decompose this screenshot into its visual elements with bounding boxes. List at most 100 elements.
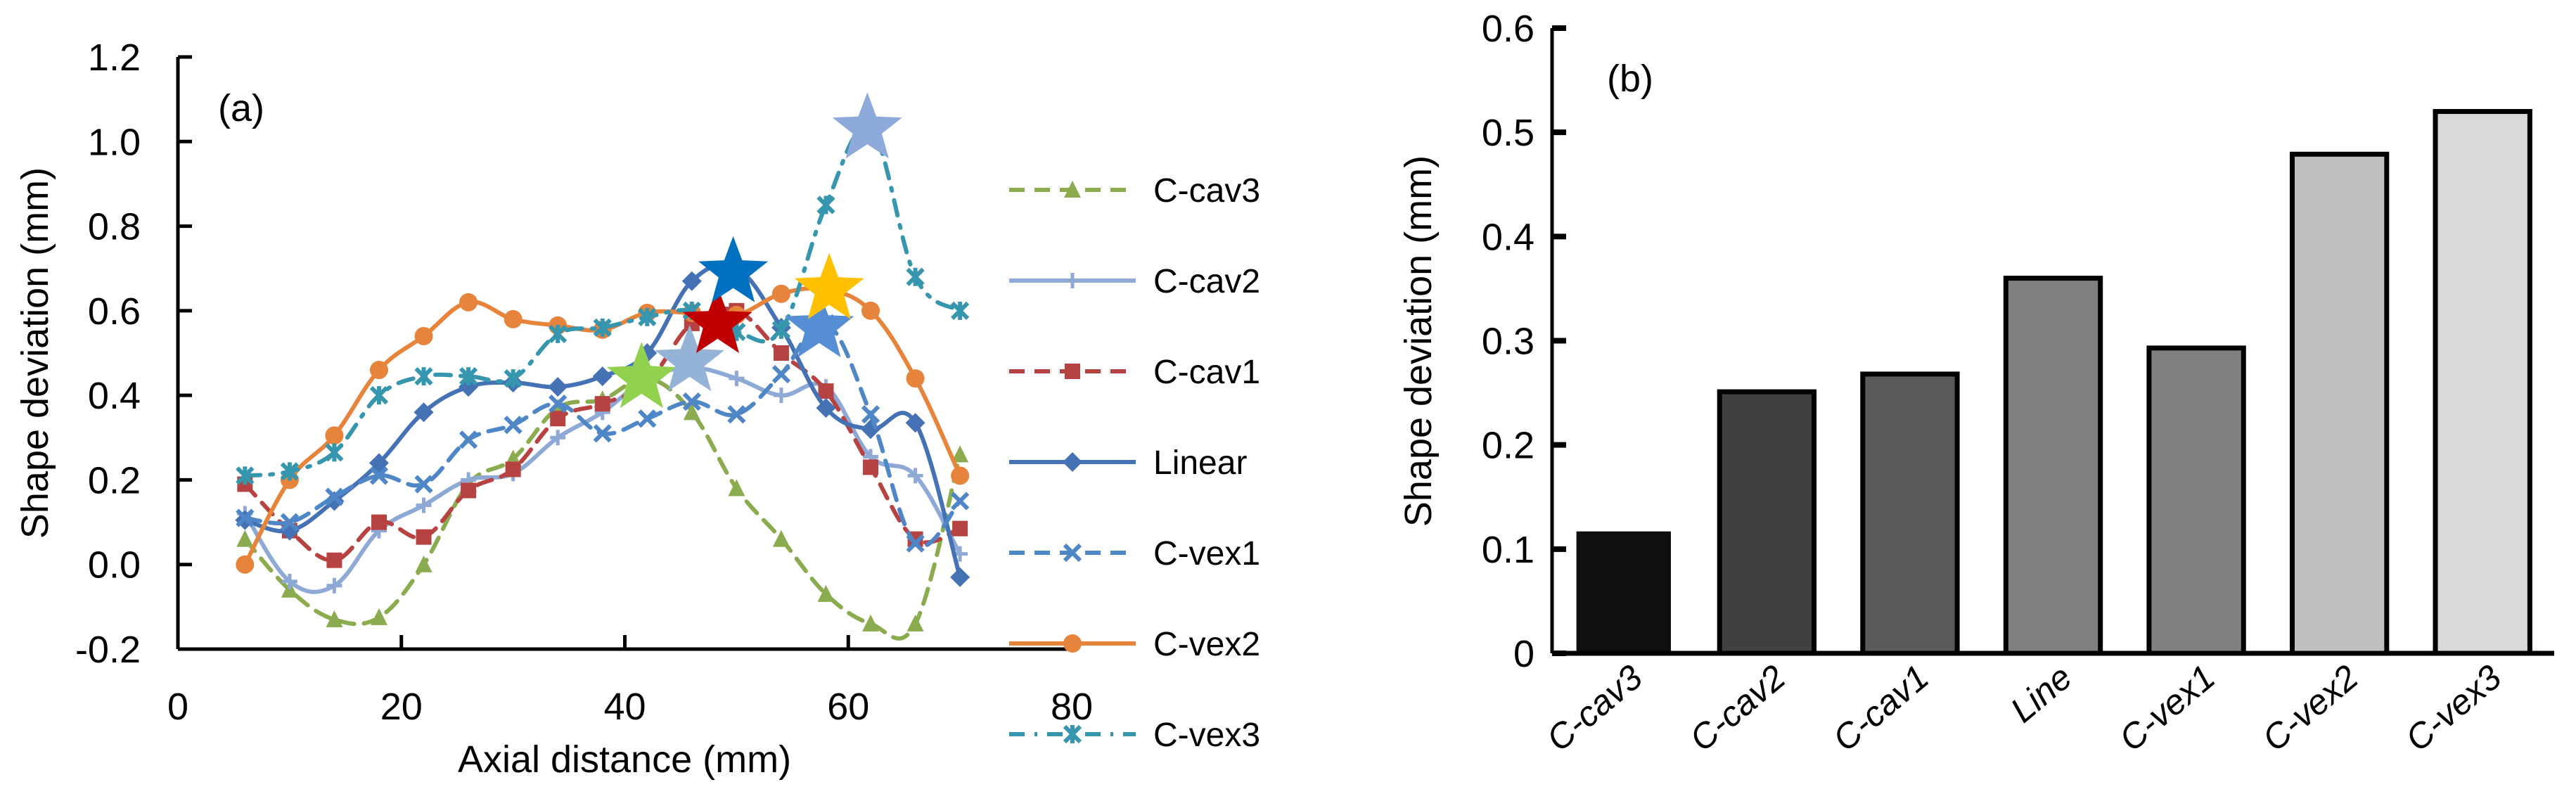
marker-plus	[773, 387, 789, 404]
panel-label-a: (a)	[218, 87, 264, 129]
y-tick-label-b: 0	[1513, 633, 1534, 675]
marker-triangle	[817, 584, 835, 602]
series-c-vex1	[236, 314, 970, 553]
y-tick-label-b: 0.6	[1482, 8, 1534, 50]
marker-x	[861, 405, 880, 424]
marker-square	[326, 552, 342, 568]
x-tick-labels-b: C-cav3 C-cav2 C-cav1 Line C-vex1 C-vex2 C-vex3	[1539, 657, 2509, 759]
bar-rect	[2003, 276, 2103, 656]
x-tick-label-b: C-vex3	[2398, 657, 2508, 759]
axes-b: 0 0.1 0.2 0.3 0.4 0.5 0.6	[1482, 8, 2554, 675]
marker-plus	[550, 430, 566, 446]
marker-circle	[369, 361, 388, 380]
y-tick-label-a: 1.2	[88, 37, 141, 79]
marker-square	[594, 396, 610, 412]
x-tick-label-b: C-cav2	[1682, 657, 1793, 759]
x-tick-label-b: C-cav1	[1826, 658, 1936, 760]
marker-circle	[459, 293, 478, 312]
legend-item-c-vex2: C-vex2	[1009, 626, 1260, 663]
y-axis-title-a: Shape deviation (mm)	[14, 167, 56, 539]
marker-asterisk	[771, 320, 791, 340]
marker-circle	[771, 284, 790, 303]
legend-item-linear: Linear	[1009, 444, 1247, 482]
star-marker-c-cav2	[655, 325, 725, 392]
bar-c-cav2	[1717, 389, 1817, 656]
marker-x	[414, 475, 433, 494]
star-marker-c-vex1	[784, 290, 854, 357]
marker-square	[773, 345, 789, 361]
series-c-vex3	[236, 120, 970, 485]
bar-line	[2003, 276, 2103, 656]
marker-triangle	[772, 530, 790, 547]
marker-square	[505, 461, 521, 478]
marker-plus	[326, 577, 342, 594]
marker-x	[951, 492, 970, 511]
x-tick-label-b: C-cav3	[1539, 657, 1650, 759]
legend-item-c-cav2: C-cav2	[1009, 263, 1260, 300]
bar-c-vex2	[2289, 151, 2390, 656]
panel-label-b: (b)	[1607, 58, 1653, 100]
marker-diamond	[816, 398, 836, 418]
y-tick-label-a: 1.0	[88, 121, 141, 163]
marker-triangle	[281, 580, 298, 598]
star-marker-c-cav1	[682, 286, 752, 353]
legend-a: C-cav3 C-cav2 C-cav1 Linear C-vex1 C-vex2 C-ve…	[1009, 172, 1260, 754]
y-tick-label-b: 0.4	[1482, 216, 1534, 258]
marker-x	[325, 487, 344, 506]
marker-circle	[906, 369, 925, 388]
series-line	[243, 262, 963, 579]
y-tick-label-a: 0.2	[88, 459, 141, 501]
marker-x	[280, 513, 299, 532]
marker-x	[236, 508, 255, 527]
x-tick-label-a: 80	[1051, 686, 1093, 728]
bar-c-cav3	[1576, 531, 1671, 653]
bar-rect	[2146, 345, 2246, 656]
marker-circle	[1063, 634, 1082, 653]
marker-square	[952, 520, 968, 537]
marker-x	[1063, 543, 1082, 563]
marker-asterisk	[236, 466, 255, 485]
legend-label: C-cav3	[1153, 172, 1260, 210]
bar-rect	[2433, 109, 2532, 656]
y-tick-label-a: 0.8	[88, 206, 141, 248]
marker-circle	[951, 466, 970, 485]
legend-label: C-vex1	[1153, 535, 1260, 572]
marker-diamond	[548, 377, 568, 397]
marker-asterisk	[951, 301, 970, 320]
x-tick-label-a: 60	[827, 686, 869, 728]
marker-asterisk	[459, 366, 478, 386]
y-tick-label-a: -0.2	[75, 629, 141, 671]
marker-triangle	[415, 555, 432, 572]
marker-diamond	[1063, 452, 1082, 472]
marker-diamond	[950, 567, 970, 587]
legend-item-c-vex1: C-vex1	[1009, 535, 1260, 572]
y-tick-label-b: 0.3	[1482, 321, 1534, 363]
legend-item-c-cav1: C-cav1	[1009, 354, 1260, 391]
y-tick-label-b: 0.2	[1482, 425, 1534, 467]
y-tick-label-a: 0.4	[88, 375, 141, 417]
marker-asterisk	[816, 196, 835, 214]
marker-asterisk	[504, 369, 523, 388]
marker-asterisk	[593, 318, 612, 338]
marker-asterisk	[549, 324, 568, 344]
marker-triangle	[683, 403, 700, 421]
line-chart-panel-a: (a) Shape deviation (mm) Axial distance …	[14, 37, 1260, 781]
marker-asterisk	[414, 366, 433, 386]
marker-square	[371, 514, 387, 530]
marker-x	[504, 416, 523, 435]
star-marker-c-cav3	[606, 342, 677, 409]
marker-triangle	[906, 614, 924, 632]
marker-x	[593, 424, 612, 443]
marker-asterisk	[638, 307, 657, 327]
star-marker-c-vex3	[832, 92, 902, 159]
bar-rect	[2289, 151, 2390, 656]
legend-label: C-cav1	[1153, 354, 1260, 391]
x-tick-label-b: Line	[2003, 658, 2079, 731]
marker-asterisk	[369, 386, 389, 405]
marker-square	[818, 383, 834, 399]
y-axis-title-b: Shape deviation (mm)	[1397, 155, 1440, 527]
marker-diamond	[592, 366, 613, 387]
marker-x	[682, 392, 701, 411]
marker-square	[863, 459, 879, 475]
